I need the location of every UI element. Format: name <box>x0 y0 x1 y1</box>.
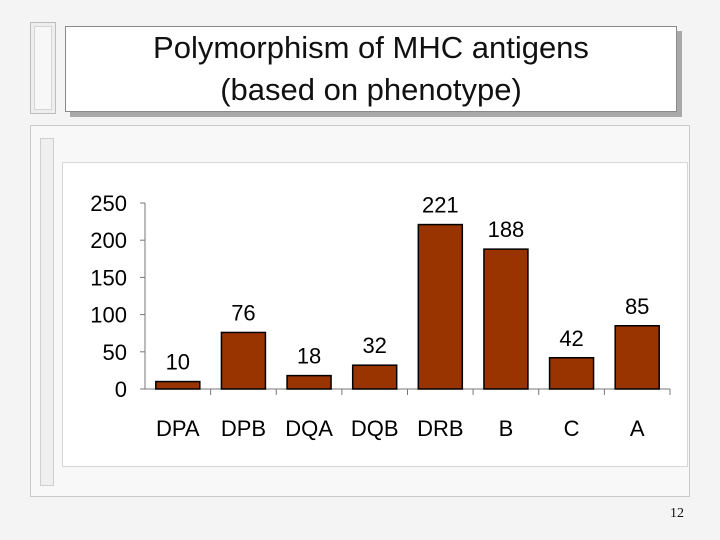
x-tick-label: C <box>564 416 580 441</box>
x-tick-label: B <box>499 416 514 441</box>
data-label: 76 <box>231 300 255 325</box>
data-label: 42 <box>559 326 583 351</box>
data-label: 221 <box>422 193 459 218</box>
y-tick-label: 0 <box>115 377 127 402</box>
bar-dqa <box>286 374 332 390</box>
bar-dqb <box>351 364 398 390</box>
x-tick-label: DPB <box>221 416 266 441</box>
y-tick-label: 250 <box>90 191 127 216</box>
x-tick-label: DRB <box>417 416 463 441</box>
title-decoration-inner <box>34 26 52 110</box>
content-left-bar <box>40 138 54 486</box>
y-tick-label: 50 <box>103 340 127 365</box>
title-line-2: (based on phenotype) <box>220 72 522 107</box>
x-tick-label: DQA <box>285 416 333 441</box>
slide-title: Polymorphism of MHC antigens (based on p… <box>65 26 677 112</box>
x-tick-label: DQB <box>351 416 399 441</box>
data-label: 188 <box>488 217 525 242</box>
bar-chart: 0 50 100 150 200 250 10 DPA 76 DPB 18 DQA 32 DQB 221 DR… <box>90 191 671 441</box>
x-tick-label: DPA <box>156 416 200 441</box>
bar-c <box>548 357 595 390</box>
chart-panel <box>62 162 688 467</box>
bar-dpa <box>155 380 201 390</box>
x-tick-label: A <box>630 416 645 441</box>
y-tick-label: 100 <box>90 303 127 328</box>
bar-b <box>483 248 529 390</box>
page-number: 12 <box>670 506 684 521</box>
data-label: 85 <box>625 294 649 319</box>
data-label: 10 <box>166 350 190 375</box>
title-line-1: Polymorphism of MHC antigens <box>153 30 589 65</box>
y-tick-label: 200 <box>90 228 127 253</box>
data-label: 32 <box>362 333 386 358</box>
y-tick-label: 150 <box>90 265 127 290</box>
bar-a <box>614 325 660 390</box>
bar-drb <box>417 223 464 390</box>
bar-dpb <box>220 331 267 390</box>
data-label: 18 <box>297 344 321 369</box>
